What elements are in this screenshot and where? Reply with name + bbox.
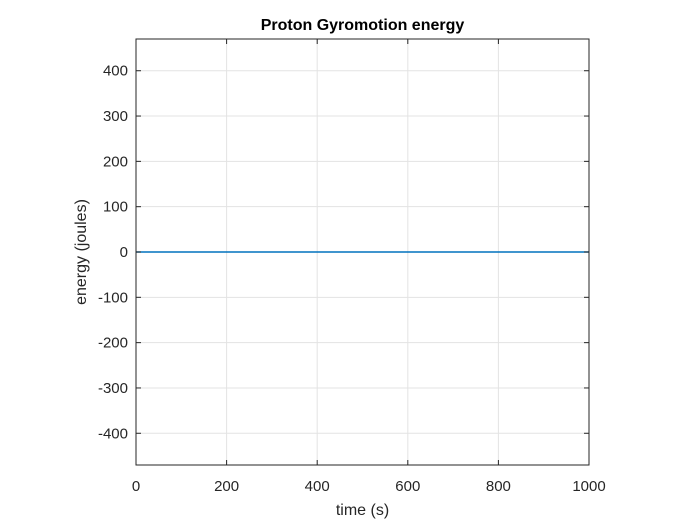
y-tick-label: -300 <box>98 380 128 397</box>
y-tick-label: 0 <box>120 244 128 261</box>
x-axis-label: time (s) <box>336 502 389 519</box>
y-tick-label: 200 <box>103 153 128 170</box>
ticks: 0 200 400 600 800 1000 -400 -300 -200 -100 0 100 200… <box>98 39 606 495</box>
y-tick-label: -400 <box>98 425 128 442</box>
y-tick-label: 300 <box>103 108 128 125</box>
x-tick-label: 200 <box>214 478 239 495</box>
x-tick-label: 400 <box>305 478 330 495</box>
chart-title: Proton Gyromotion energy <box>261 17 465 34</box>
y-tick-label: -100 <box>98 289 128 306</box>
x-tick-label: 800 <box>486 478 511 495</box>
y-axis-label: energy (joules) <box>73 199 90 305</box>
y-tick-label: 400 <box>103 63 128 80</box>
y-tick-label: -200 <box>98 335 128 352</box>
y-tick-label: 100 <box>103 199 128 216</box>
x-tick-label: 0 <box>132 478 140 495</box>
x-tick-label: 600 <box>395 478 420 495</box>
x-tick-label: 1000 <box>572 478 605 495</box>
